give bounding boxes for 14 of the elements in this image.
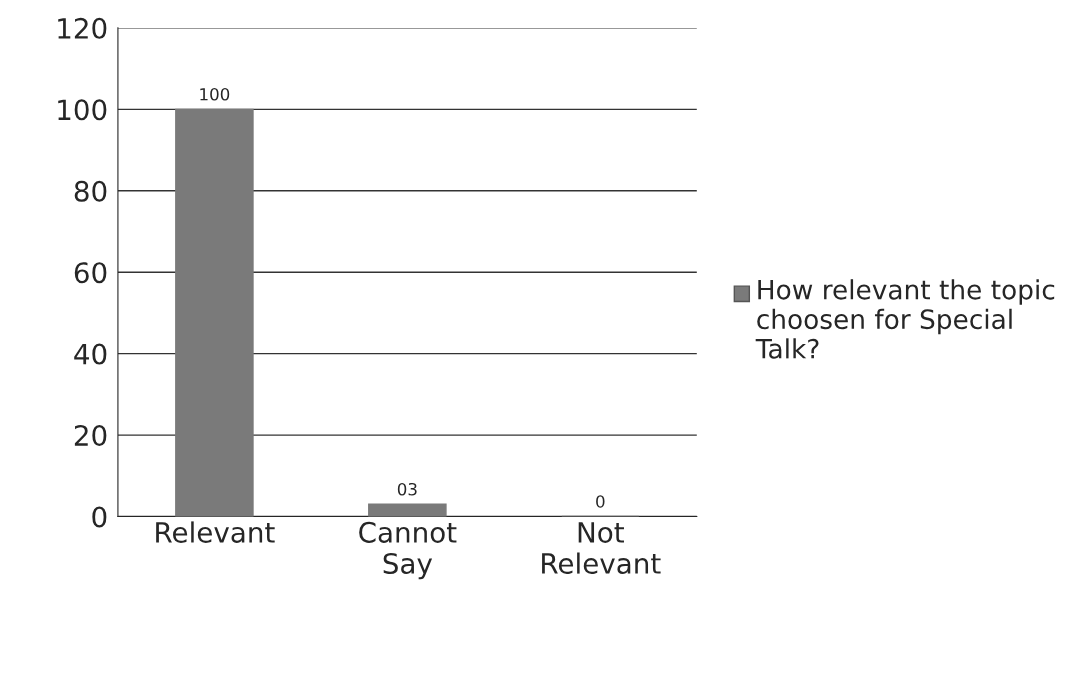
x-tick-label: Cannot Say: [359, 521, 457, 580]
legend-label: How relevant the topic choosen for Special Talk?: [755, 279, 1055, 359]
x-tick-label: Relevant: [156, 521, 275, 543]
y-tick-label: 0: [92, 506, 107, 528]
y-tick-label: 120: [58, 17, 107, 39]
y-tick-label: 20: [74, 425, 107, 447]
x-tick-label: Not Relevant: [542, 522, 661, 574]
y-tick-label: 100: [58, 99, 107, 121]
y-tick-label: 60: [74, 262, 107, 284]
data-label: 03: [397, 482, 417, 496]
y-tick-label: 40: [74, 343, 107, 365]
data-label: 100: [200, 87, 230, 101]
y-tick-label: 80: [74, 180, 107, 202]
data-label: 0: [596, 495, 605, 508]
